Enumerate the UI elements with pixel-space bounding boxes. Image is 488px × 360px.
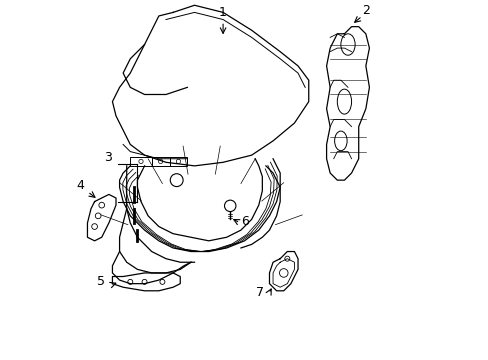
Bar [151,157,169,166]
Text: 3: 3 [104,150,112,163]
Text: 2: 2 [361,4,369,17]
Text: 6: 6 [241,215,248,228]
Text: 7: 7 [256,286,264,299]
Text: 5: 5 [97,275,105,288]
Bar [169,157,187,166]
Text: 1: 1 [219,6,226,19]
Text: 4: 4 [76,179,84,192]
Bar [130,157,151,166]
